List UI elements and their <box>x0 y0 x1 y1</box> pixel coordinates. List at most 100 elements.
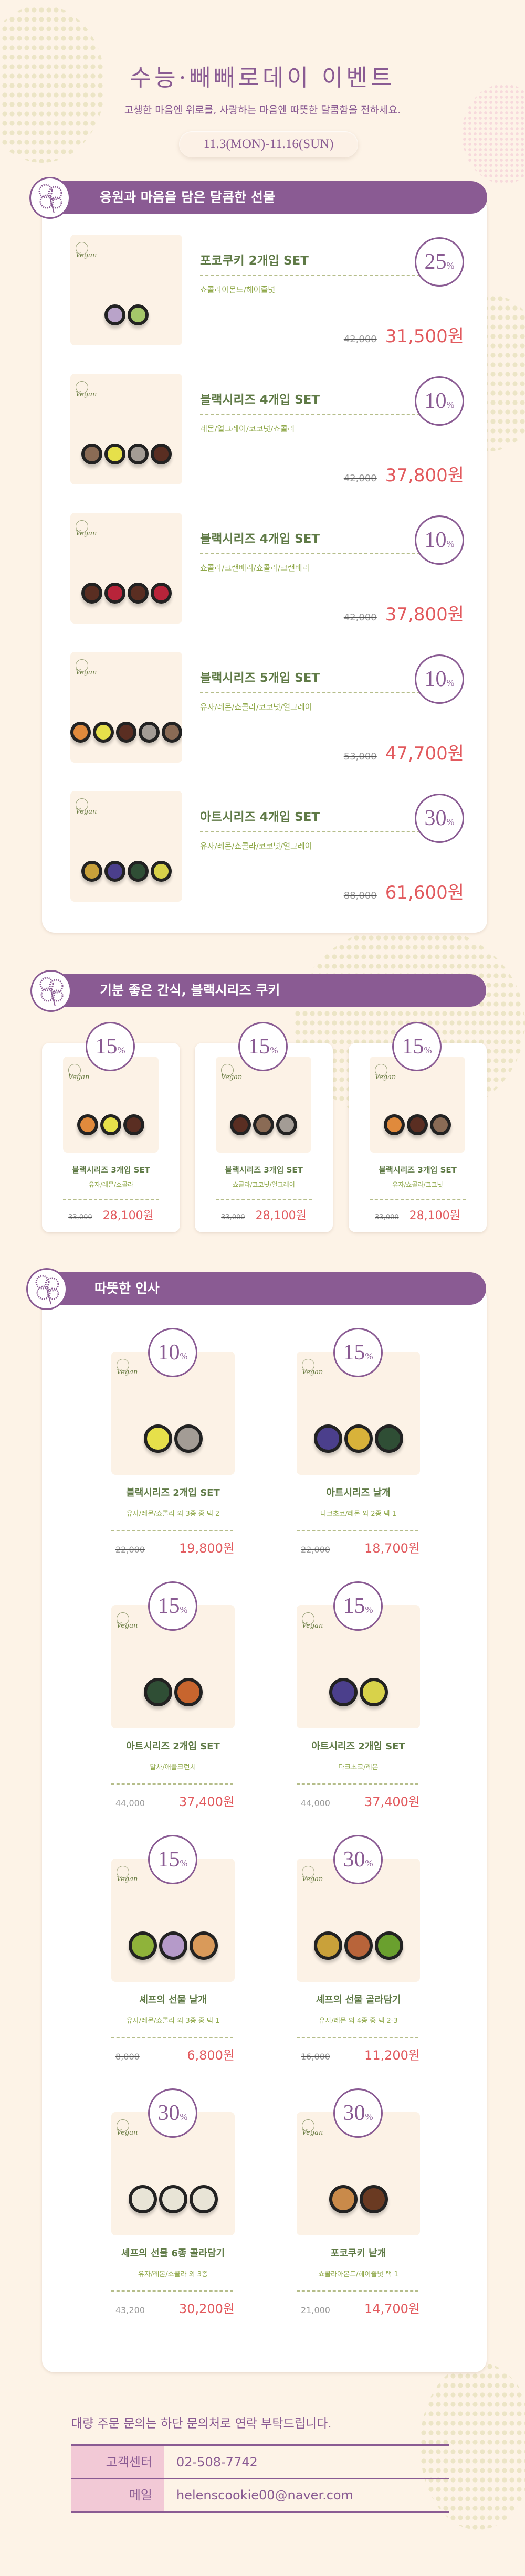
product-card[interactable]: Vegan 블랙시리즈 2개입 SET 유자/레몬/쇼콜라 외 3종 중 택 2… <box>111 1352 235 1561</box>
sale-price: 37,800원 <box>385 465 464 486</box>
vegan-logo: Vegan <box>302 2119 323 2137</box>
product-tin <box>174 1424 203 1453</box>
price-group: 33,000 28,100원 <box>195 1206 333 1223</box>
product-flavors: 유자/레몬/쇼콜라 외 3종 중 택 1 <box>126 2017 220 2025</box>
product-card[interactable]: Vegan 포코쿠키 낱개 쇼콜라아몬드/헤이즐넛 택 1 21,000 14,… <box>297 2112 420 2322</box>
product-tin <box>104 444 125 465</box>
product-tin <box>143 1424 172 1453</box>
product-name[interactable]: 블랙시리즈 3개입 SET <box>72 1165 150 1175</box>
divider <box>216 1199 312 1200</box>
product-image[interactable]: Vegan <box>70 791 182 902</box>
product-name[interactable]: 블랙시리즈 4개입 SET <box>200 532 320 546</box>
price-group: 42,000 37,800원 <box>344 600 464 626</box>
product-row[interactable]: Vegan 블랙시리즈 4개입 SET 레몬/얼그레이/코코넛/쇼콜라 10% … <box>70 374 469 500</box>
product-name[interactable]: 블랙시리즈 2개입 SET <box>126 1487 220 1498</box>
section-leaf-icon <box>26 1268 67 1310</box>
product-name[interactable]: 아트시리즈 낱개 <box>326 1487 391 1498</box>
product-image[interactable]: Vegan <box>370 1057 465 1153</box>
product-tin <box>329 2184 358 2213</box>
divider <box>297 2037 418 2038</box>
sale-price: 47,700원 <box>385 743 464 764</box>
product-card[interactable]: Vegan 셰프의 선물 골라담기 유자/레몬 외 4종 중 택 2-3 16,… <box>297 1859 420 2068</box>
product-image[interactable]: Vegan <box>70 235 182 345</box>
product-tin <box>123 1114 144 1136</box>
product-card[interactable]: Vegan 셰프의 선물 6종 골라담기 유자/레몬/쇼콜라 외 3종 43,2… <box>111 2112 235 2322</box>
sale-price: 37,400원 <box>364 1794 420 1809</box>
original-price: 8,000 <box>116 2052 140 2062</box>
product-card[interactable]: Vegan 셰프의 선물 낱개 유자/레몬/쇼콜라 외 3종 중 택 1 8,0… <box>111 1859 235 2068</box>
vegan-logo: Vegan <box>302 1612 323 1630</box>
price-group: 44,000 37,400원 <box>297 1791 420 1810</box>
discount-value: 15 <box>402 1034 424 1059</box>
product-name[interactable]: 블랙시리즈 5개입 SET <box>200 671 320 685</box>
product-tin <box>128 2184 157 2213</box>
sale-price: 28,100원 <box>255 1209 307 1222</box>
product-name[interactable]: 아트시리즈 4개입 SET <box>200 810 320 824</box>
product-name[interactable]: 셰프의 선물 낱개 <box>139 1994 207 2005</box>
sale-price: 19,800원 <box>178 1541 235 1556</box>
product-flavors: 유자/레몬/쇼콜라 외 3종 중 택 2 <box>126 1510 220 1518</box>
product-tin <box>359 1677 388 1706</box>
product-name[interactable]: 블랙시리즈 3개입 SET <box>225 1165 303 1175</box>
product-name[interactable]: 포코쿠키 2개입 SET <box>200 254 309 268</box>
product-image[interactable]: Vegan <box>70 513 182 624</box>
sale-price: 37,800원 <box>385 604 464 625</box>
product-card[interactable]: Vegan 아트시리즈 2개입 SET 다크초코/레몬 44,000 37,40… <box>297 1605 420 1815</box>
product-tin <box>81 444 102 465</box>
product-card[interactable]: Vegan 아트시리즈 낱개 다크초코/레몬 외 2종 택 1 22,000 1… <box>297 1352 420 1561</box>
product-tins <box>70 444 182 465</box>
percent-sign: % <box>446 260 455 271</box>
product-tin <box>139 722 160 743</box>
product-name[interactable]: 블랙시리즈 3개입 SET <box>379 1165 457 1175</box>
product-tin <box>77 1114 98 1136</box>
product-name[interactable]: 아트시리즈 2개입 SET <box>311 1741 405 1752</box>
leaf-decoration <box>0 5 105 163</box>
percent-sign: % <box>365 2112 373 2122</box>
discount-value: 15 <box>95 1034 118 1059</box>
contact-label: 고객센터 <box>71 2446 164 2478</box>
product-name[interactable]: 아트시리즈 2개입 SET <box>126 1741 220 1752</box>
product-name[interactable]: 셰프의 선물 6종 골라담기 <box>121 2248 225 2259</box>
product-row[interactable]: Vegan 블랙시리즈 4개입 SET 쇼콜라/크랜베리/쇼콜라/크랜베리 10… <box>70 513 469 639</box>
product-image[interactable]: Vegan <box>63 1057 159 1153</box>
sale-price: 6,800원 <box>187 2048 235 2063</box>
section2-title: 기분 좋은 간식, 블랙시리즈 쿠키 <box>100 983 280 998</box>
product-card[interactable]: Vegan 블랙시리즈 3개입 SET 유자/쇼콜라/코코넛 33,000 28… <box>349 1043 487 1232</box>
product-name[interactable]: 셰프의 선물 골라담기 <box>316 1994 401 2005</box>
percent-sign: % <box>446 678 455 688</box>
divider <box>370 1199 466 1200</box>
percent-sign: % <box>446 399 455 410</box>
page-subtitle: 고생한 마음엔 위로를, 사랑하는 마음엔 따뜻한 달콤함을 전하세요. <box>124 104 401 116</box>
vegan-logo: Vegan <box>221 1064 242 1081</box>
percent-sign: % <box>424 1045 432 1055</box>
vegan-logo: Vegan <box>117 1612 138 1630</box>
product-name[interactable]: 포코쿠키 낱개 <box>330 2248 386 2259</box>
product-tin <box>344 1424 373 1453</box>
product-row[interactable]: Vegan 블랙시리즈 5개입 SET 유자/레몬/쇼콜라/코코넛/얼그레이 1… <box>70 652 469 778</box>
product-flavors: 쇼콜라아몬드/헤이즐넛 <box>200 285 276 294</box>
phone-number[interactable]: 02-508-7742 <box>176 2455 258 2469</box>
product-name[interactable]: 블랙시리즈 4개입 SET <box>200 393 320 407</box>
product-row[interactable]: Vegan 포코쿠키 2개입 SET 쇼콜라아몬드/헤이즐넛 25% 42,00… <box>70 235 469 361</box>
original-price: 33,000 <box>375 1213 399 1221</box>
product-tin <box>159 2184 187 2213</box>
product-flavors: 유자/쇼콜라/코코넛 <box>392 1181 443 1188</box>
product-card[interactable]: Vegan 블랙시리즈 3개입 SET 쇼콜라/코코넛/얼그레이 33,000 … <box>195 1043 333 1232</box>
product-card[interactable]: Vegan 아트시리즈 2개입 SET 말차/애플크런치 44,000 37,4… <box>111 1605 235 1815</box>
product-tin <box>81 583 102 604</box>
vegan-logo: Vegan <box>76 381 97 398</box>
email-address[interactable]: helenscookie00@naver.com <box>176 2487 353 2503</box>
product-image[interactable]: Vegan <box>70 374 182 484</box>
discount-badge: 15% <box>86 1022 135 1071</box>
product-tin <box>127 583 149 604</box>
product-tins <box>111 2184 235 2213</box>
product-tin <box>127 304 149 326</box>
product-tin <box>230 1114 251 1136</box>
product-row[interactable]: Vegan 아트시리즈 4개입 SET 유자/레몬/쇼콜라/코코넛/얼그레이 3… <box>70 791 469 917</box>
product-card[interactable]: Vegan 블랙시리즈 3개입 SET 유자/레몬/쇼콜라 33,000 28,… <box>42 1043 180 1232</box>
sale-price: 61,600원 <box>385 882 464 903</box>
discount-badge: 15% <box>392 1022 442 1071</box>
product-image[interactable]: Vegan <box>216 1057 311 1153</box>
product-image[interactable]: Vegan <box>70 652 182 763</box>
product-tin <box>359 2184 388 2213</box>
